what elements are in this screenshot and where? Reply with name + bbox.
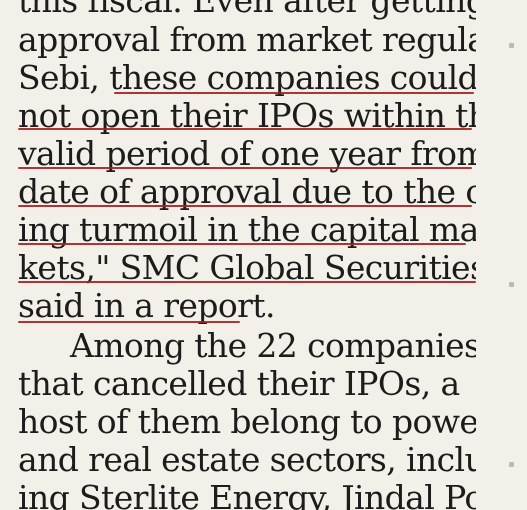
article-line: and real estate sectors, includ-: [18, 441, 476, 479]
article-line-text: Sebi, these companies could: [18, 59, 476, 97]
red-underline: [18, 167, 472, 169]
article-line: said in a report.: [18, 287, 476, 325]
red-underline: [18, 321, 240, 323]
article-line: host of them belong to power: [18, 403, 476, 441]
article-line: Among the 22 companies: [18, 327, 476, 365]
article-line: date of approval due to the ongo-: [18, 173, 476, 211]
article-line-text: kets," SMC Global Securities: [18, 249, 476, 287]
article-line-text: said in a report.: [18, 287, 275, 325]
article-line: this fiscal. Even after getting: [18, 0, 476, 20]
paper-speck: [509, 43, 514, 48]
article-line-text: ing Sterlite Energy, Jindal Pow-: [18, 479, 476, 510]
article-line-text: Among the 22 companies: [70, 327, 476, 365]
article-line: kets," SMC Global Securities: [18, 249, 476, 287]
red-underline: [114, 92, 474, 94]
article-line-text: this fiscal. Even after getting: [18, 0, 476, 20]
red-underline: [18, 205, 472, 207]
article-line-text: ing turmoil in the capital mar-: [18, 211, 476, 249]
article-line: ing Sterlite Energy, Jindal Pow-: [18, 479, 476, 510]
article-line-text: valid period of one year from the: [18, 135, 476, 173]
paper-speck: [509, 462, 514, 467]
article-line: approval from market regulator: [18, 21, 476, 59]
red-underline: [18, 281, 476, 283]
article-line-text: that cancelled their IPOs, a: [18, 365, 460, 403]
article-line-text: date of approval due to the ongo-: [18, 173, 476, 211]
article-line: that cancelled their IPOs, a: [18, 365, 476, 403]
article-line: ing turmoil in the capital mar-: [18, 211, 476, 249]
article-line-text: host of them belong to power: [18, 403, 476, 441]
article-line-text: approval from market regulator: [18, 21, 476, 59]
article-column: this fiscal. Even after getting approval…: [18, 0, 476, 510]
paper-speck: [509, 282, 514, 287]
article-line: Sebi, these companies could: [18, 59, 476, 97]
red-underline: [18, 128, 472, 130]
article-line: valid period of one year from the: [18, 135, 476, 173]
article-line-text: and real estate sectors, includ-: [18, 441, 476, 479]
red-underline: [18, 243, 466, 245]
